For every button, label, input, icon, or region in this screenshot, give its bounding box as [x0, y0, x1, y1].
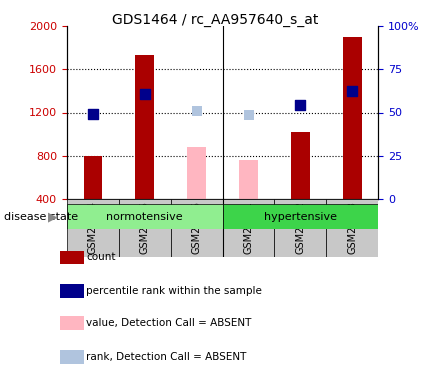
- Bar: [223, 199, 274, 257]
- Bar: [83, 156, 102, 199]
- Text: GSM28686: GSM28686: [191, 201, 202, 254]
- Text: percentile rank within the sample: percentile rank within the sample: [86, 286, 262, 296]
- Text: GSM28681: GSM28681: [243, 201, 254, 254]
- Bar: [67, 199, 119, 257]
- Point: [245, 112, 252, 118]
- Text: GSM28683: GSM28683: [347, 201, 357, 254]
- Bar: [223, 204, 378, 229]
- Text: value, Detection Call = ABSENT: value, Detection Call = ABSENT: [86, 318, 252, 328]
- Point: [297, 102, 304, 108]
- Text: GSM28682: GSM28682: [295, 201, 305, 254]
- Point: [193, 108, 200, 114]
- Bar: [274, 199, 326, 257]
- Point: [89, 111, 96, 117]
- Bar: [67, 204, 223, 229]
- Bar: [171, 199, 223, 257]
- Text: hypertensive: hypertensive: [264, 211, 337, 222]
- Text: count: count: [86, 252, 116, 262]
- Bar: [343, 37, 362, 199]
- Bar: [240, 160, 258, 199]
- Text: GDS1464 / rc_AA957640_s_at: GDS1464 / rc_AA957640_s_at: [112, 13, 318, 27]
- Bar: [60, 251, 84, 264]
- Text: ▶: ▶: [49, 210, 58, 223]
- Bar: [135, 56, 154, 199]
- Text: GSM28684: GSM28684: [88, 201, 98, 254]
- Bar: [187, 147, 206, 199]
- Bar: [60, 284, 84, 298]
- Bar: [326, 199, 378, 257]
- Bar: [60, 316, 84, 330]
- Text: normotensive: normotensive: [106, 211, 183, 222]
- Bar: [119, 199, 171, 257]
- Bar: [292, 132, 310, 199]
- Text: rank, Detection Call = ABSENT: rank, Detection Call = ABSENT: [86, 352, 246, 362]
- Point: [141, 91, 148, 97]
- Point: [349, 88, 356, 94]
- Bar: [60, 350, 84, 364]
- Text: disease state: disease state: [4, 211, 78, 222]
- Text: GSM28685: GSM28685: [140, 201, 150, 254]
